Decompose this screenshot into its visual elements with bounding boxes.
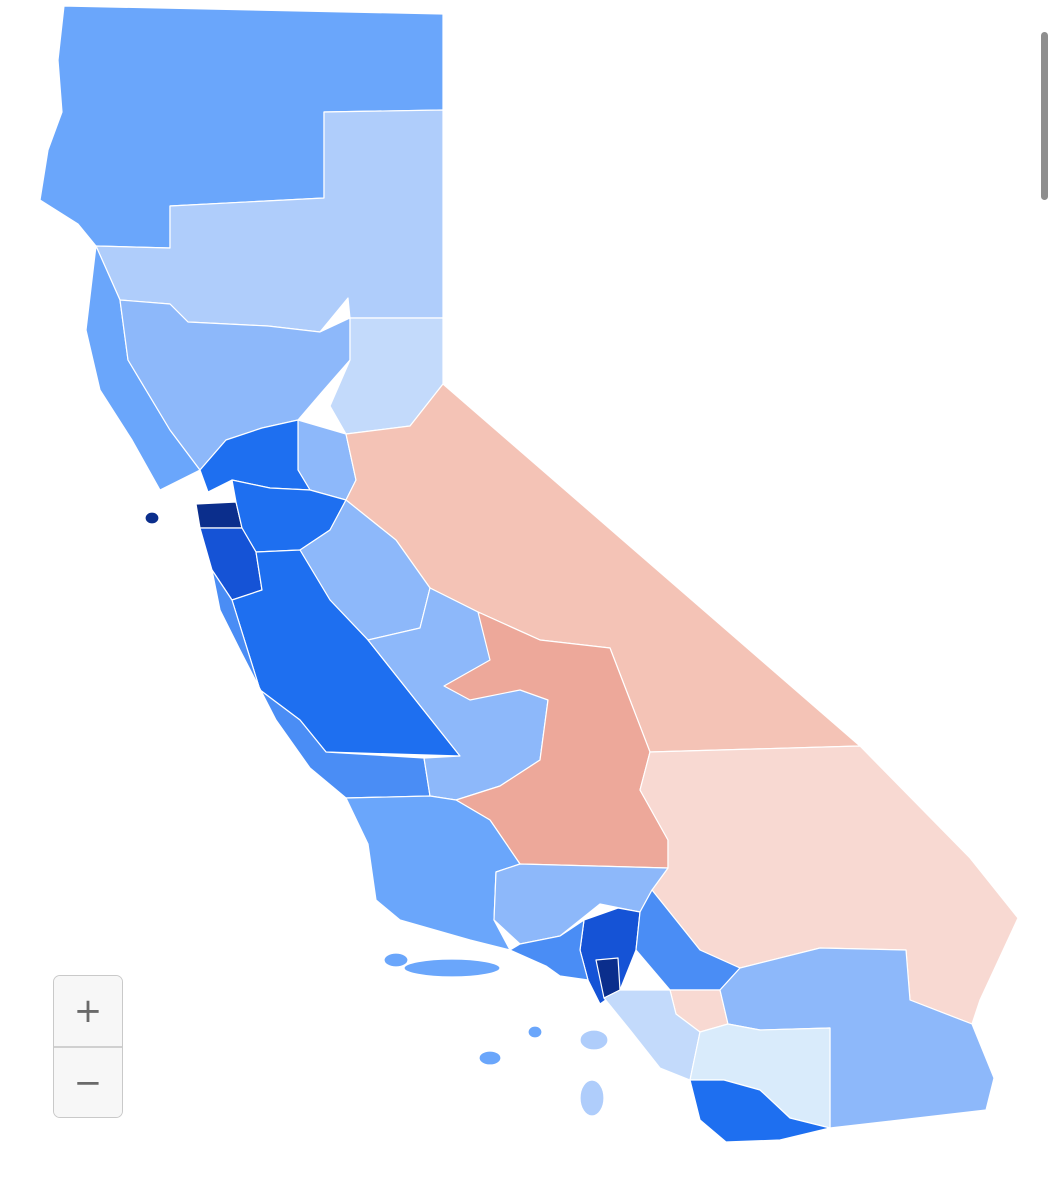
channel-island-san-nicolas [478, 1050, 502, 1066]
district-san-diego[interactable] [689, 1079, 831, 1143]
channel-island-santa-catalina [579, 1029, 609, 1051]
district-san-francisco[interactable] [195, 501, 243, 529]
zoom-divider [54, 1046, 122, 1048]
zoom-out-button[interactable]: − [54, 1047, 122, 1117]
zoom-control: + − [53, 975, 123, 1118]
channel-island-santa-cruz [403, 958, 501, 978]
channel-island-santa-barbara [527, 1025, 543, 1039]
scrollbar[interactable] [1041, 32, 1048, 200]
channel-island-san-clemente [579, 1079, 605, 1117]
channel-island-anacapa [383, 952, 409, 968]
farallon-islands [144, 511, 160, 525]
district-ventura[interactable] [509, 919, 589, 981]
zoom-in-button[interactable]: + [54, 976, 122, 1046]
